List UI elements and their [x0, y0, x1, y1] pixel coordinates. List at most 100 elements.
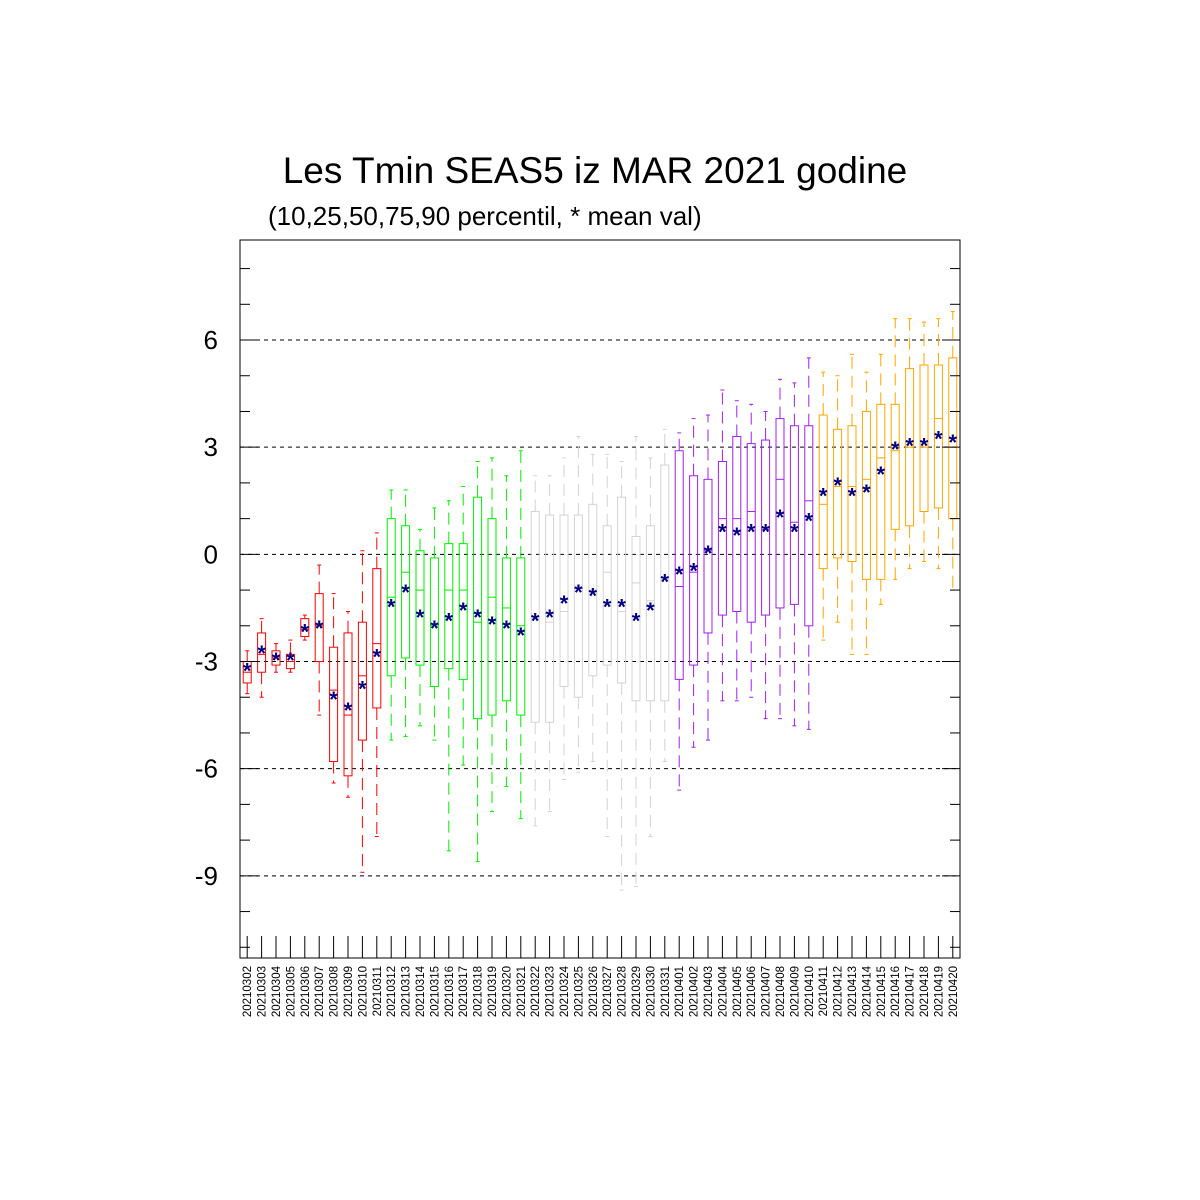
x-tick-label: 20210315	[429, 966, 441, 1017]
x-tick-label: 20210408	[775, 966, 787, 1017]
box-20210328	[617, 460, 627, 891]
x-tick-label: 20210314	[415, 965, 427, 1017]
x-tick-label: 20210420	[948, 966, 960, 1017]
x-tick-label: 20210304	[271, 965, 283, 1017]
iqr-box	[631, 535, 641, 702]
mean-marker: *	[718, 519, 727, 544]
x-tick-label: 20210321	[516, 966, 528, 1017]
iqr-box	[861, 410, 871, 580]
mean-marker: *	[689, 559, 698, 584]
x-tick-label: 20210307	[314, 966, 326, 1017]
mean-marker: *	[603, 594, 612, 619]
x-tick-label: 20210331	[660, 966, 672, 1017]
grid-lines	[240, 339, 960, 877]
mean-marker: *	[949, 430, 958, 455]
mean-marker: *	[445, 609, 454, 634]
x-tick-label: 20210305	[285, 966, 297, 1017]
mean-marker: *	[805, 509, 814, 534]
box-20210318	[473, 460, 483, 863]
box-series	[242, 310, 958, 891]
box-20210316	[444, 500, 454, 852]
mean-marker: *	[301, 619, 310, 644]
x-tick-label: 20210311	[372, 966, 384, 1016]
chart-subtitle: (10,25,50,75,90 percentil, * mean val)	[268, 201, 702, 231]
x-tick-label: 20210309	[343, 966, 355, 1017]
mean-marker: *	[877, 462, 886, 487]
box-20210408	[775, 378, 785, 720]
box-20210312	[386, 489, 396, 741]
box-20210411	[818, 371, 828, 641]
mean-marker: *	[761, 519, 770, 544]
iqr-box	[689, 475, 699, 666]
mean-marker: *	[733, 523, 742, 548]
iqr-box	[573, 514, 583, 698]
y-tick-label: 0	[204, 539, 218, 569]
mean-marker: *	[344, 698, 353, 723]
box-20210303	[257, 618, 267, 698]
iqr-box	[487, 518, 497, 716]
box-20210308	[329, 593, 339, 784]
iqr-box	[775, 418, 785, 609]
box-20210326	[588, 453, 598, 763]
x-tick-label: 20210401	[674, 966, 686, 1017]
y-tick-label: 6	[204, 325, 218, 355]
x-tick-label: 20210316	[444, 966, 456, 1017]
box-20210327	[602, 453, 612, 838]
y-tick-label: -3	[195, 647, 218, 677]
iqr-box	[530, 510, 540, 723]
mean-marker: *	[819, 484, 828, 509]
iqr-box	[890, 403, 900, 530]
x-tick-label: 20210303	[257, 966, 269, 1017]
x-tick-label: 20210411	[818, 966, 830, 1016]
mean-marker: *	[574, 580, 583, 605]
x-tick-label: 20210308	[329, 966, 341, 1017]
box-20210404	[717, 389, 727, 702]
iqr-box	[314, 593, 324, 663]
mean-marker: *	[315, 616, 324, 641]
x-tick-label: 20210322	[530, 966, 542, 1017]
x-tick-label: 20210403	[703, 966, 715, 1017]
iqr-box	[818, 414, 828, 570]
mean-marker: *	[272, 648, 281, 673]
iqr-box	[458, 543, 468, 680]
mean-marker: *	[617, 594, 626, 619]
mean-marker: *	[560, 591, 569, 616]
iqr-box	[602, 525, 612, 666]
box-20210407	[761, 410, 771, 720]
iqr-box	[516, 557, 526, 716]
mean-marker: *	[589, 584, 598, 609]
box-20210324	[559, 457, 569, 780]
iqr-box	[473, 496, 483, 720]
mean-marker: *	[517, 623, 526, 648]
x-tick-label: 20210330	[645, 966, 657, 1017]
mean-marker: *	[848, 484, 857, 509]
box-20210415	[876, 353, 886, 605]
mean-marker: *	[632, 609, 641, 634]
iqr-box	[847, 425, 857, 562]
iqr-box	[501, 557, 511, 702]
box-20210310	[357, 550, 367, 873]
iqr-box	[415, 550, 425, 666]
box-20210403	[703, 414, 713, 741]
mean-marker: *	[661, 569, 670, 594]
iqr-box	[444, 543, 454, 670]
mean-marker: *	[833, 473, 842, 498]
box-20210317	[458, 485, 468, 766]
iqr-box	[300, 618, 310, 638]
mean-marker: *	[920, 434, 929, 459]
x-tick-label: 20210327	[602, 966, 614, 1017]
box-20210418	[919, 321, 929, 562]
mean-marker: *	[502, 616, 511, 641]
box-20210331	[660, 428, 670, 763]
x-tick-label: 20210414	[861, 965, 873, 1017]
iqr-box	[804, 425, 814, 627]
x-tick-label: 20210320	[501, 966, 513, 1017]
iqr-box	[257, 632, 267, 673]
box-20210325	[573, 435, 583, 773]
chart-title: Les Tmin SEAS5 iz MAR 2021 godine	[282, 150, 908, 191]
x-tick-label: 20210416	[890, 966, 902, 1017]
x-tick-label: 20210415	[876, 966, 888, 1017]
iqr-box	[429, 557, 439, 688]
x-tick-label: 20210302	[242, 966, 254, 1017]
x-tick-label: 20210413	[847, 966, 859, 1017]
